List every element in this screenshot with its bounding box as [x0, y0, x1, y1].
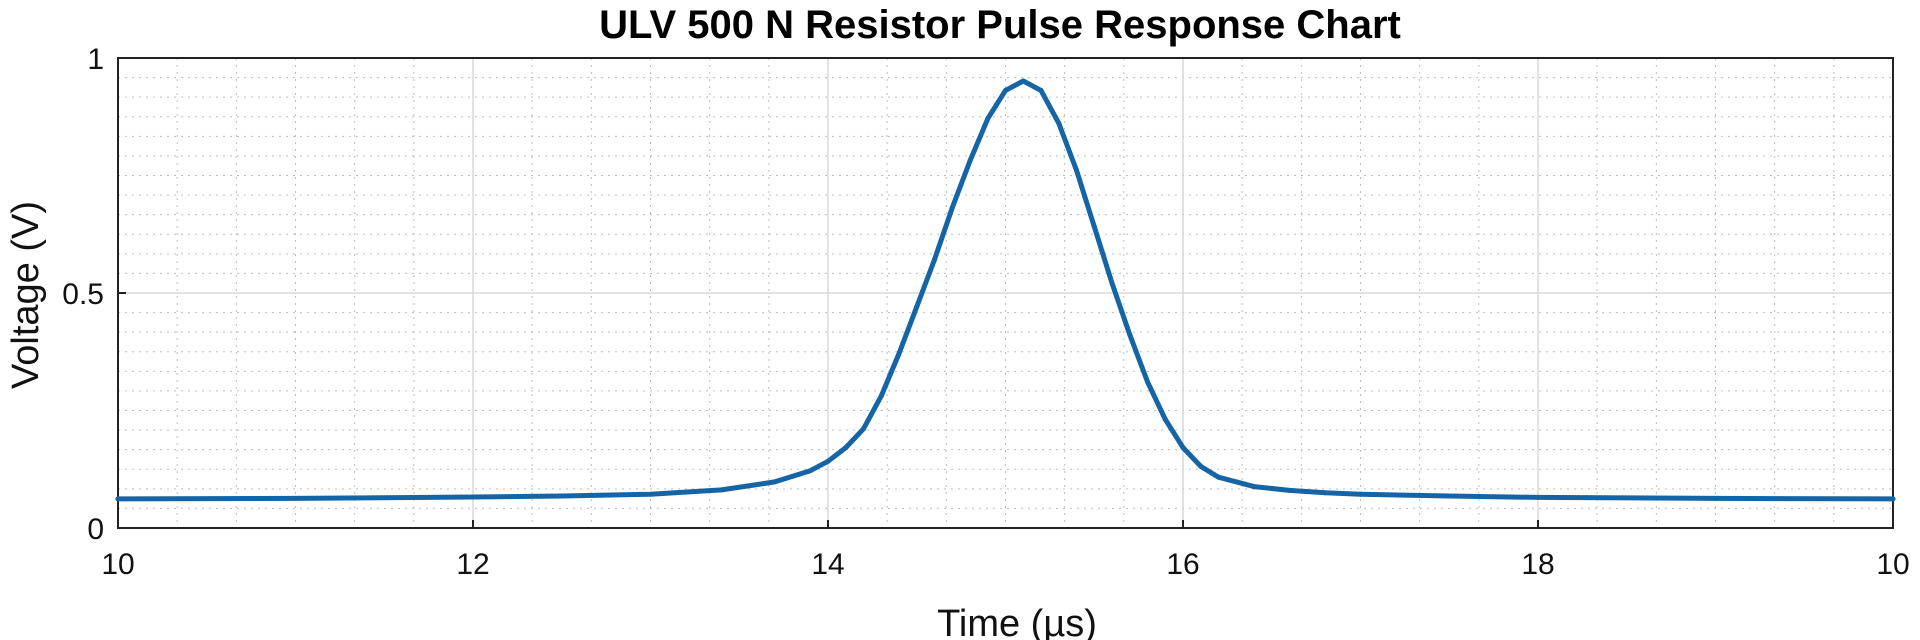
data-point: [115, 496, 121, 502]
data-point: [1446, 493, 1452, 499]
chart-title: ULV 500 N Resistor Pulse Response Chart: [599, 3, 1401, 47]
data-point: [985, 116, 991, 122]
data-point: [1020, 78, 1026, 84]
data-point: [1145, 379, 1150, 385]
data-point: [1535, 494, 1541, 500]
data-point: [861, 426, 866, 432]
y-tick-label: 1: [87, 43, 104, 76]
data-point: [1038, 87, 1044, 93]
data-point: [878, 393, 884, 399]
data-point: [1287, 487, 1292, 493]
data-point: [843, 445, 849, 451]
x-tick-label: 18: [1521, 548, 1554, 581]
data-point: [896, 351, 902, 357]
data-point: [648, 491, 653, 497]
x-tick-label: 12: [456, 548, 489, 581]
x-tick-label: 14: [811, 548, 844, 581]
data-point: [949, 205, 955, 211]
data-point: [1109, 280, 1115, 286]
data-point: [825, 458, 831, 464]
data-point: [1074, 167, 1079, 173]
x-axis-label: Time (µs): [937, 603, 1097, 640]
data-point: [807, 468, 813, 474]
data-point: [967, 158, 973, 164]
data-point: [1056, 120, 1062, 126]
data-point: [1216, 474, 1221, 480]
data-point: [1127, 332, 1133, 338]
data-point: [470, 494, 476, 500]
y-tick-label: 0.5: [62, 278, 104, 311]
data-point: [1091, 224, 1097, 230]
series-group: [115, 78, 1896, 502]
data-point: [1198, 463, 1204, 469]
y-tick-label: 0: [87, 513, 104, 546]
x-tick-label: 10: [1876, 548, 1909, 581]
data-point: [1003, 87, 1008, 93]
grid: [118, 58, 1893, 528]
data-point: [1251, 484, 1257, 490]
data-point: [719, 487, 724, 493]
data-point: [293, 495, 298, 501]
x-tick-label: 10: [101, 548, 134, 581]
y-axis-label: Voltage (V): [5, 201, 47, 389]
data-point: [1322, 490, 1328, 496]
data-point: [932, 257, 937, 263]
data-point: [1162, 416, 1168, 422]
data-point: [559, 493, 565, 499]
data-point: [914, 304, 920, 310]
x-tick-label: 16: [1166, 548, 1199, 581]
data-point: [1180, 445, 1186, 451]
data-point: [1890, 496, 1896, 502]
data-point: [1713, 495, 1718, 501]
data-point: [772, 479, 778, 485]
data-point: [1358, 491, 1363, 497]
